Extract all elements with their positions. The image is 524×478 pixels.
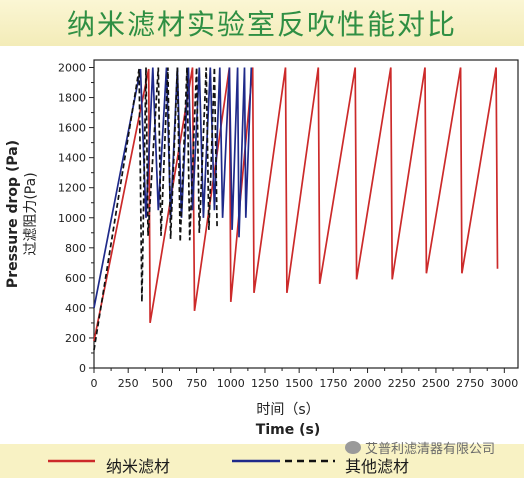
y-tick-label: 800 <box>65 242 86 255</box>
line-chart: 0 250 500 750 1000 1250 1500 1750 2000 2250 2500 27… <box>5 59 519 438</box>
plot-frame <box>93 59 519 369</box>
x-tick-label: 2500 <box>422 377 450 390</box>
watermark: 艾普利滤清器有限公司 <box>345 438 495 457</box>
y-tick-label: 1800 <box>58 92 86 105</box>
y-tick-label: 1600 <box>58 122 86 135</box>
x-tick-label: 2750 <box>456 377 484 390</box>
x-tick-label: 1750 <box>319 377 347 390</box>
x-tick-label: 1000 <box>217 377 245 390</box>
y-axis-title-en: Pressure drop (Pa) <box>5 140 21 288</box>
x-tick-label: 500 <box>152 377 173 390</box>
y-tick-label: 2000 <box>58 62 86 75</box>
watermark-text: 艾普利滤清器有限公司 <box>365 442 496 457</box>
x-axis-title-cn: 时间（s） <box>256 402 319 418</box>
x-tick-label: 250 <box>118 377 139 390</box>
x-tick-label: 2250 <box>388 377 416 390</box>
legend: 纳米滤材 其他滤材 <box>0 444 524 478</box>
x-tick-label: 1250 <box>251 377 279 390</box>
wechat-icon <box>345 441 361 454</box>
y-tick-label: 200 <box>65 332 86 345</box>
y-tick-label: 1000 <box>58 212 86 225</box>
legend-swatches <box>48 459 335 463</box>
series-line-2 <box>93 67 218 351</box>
series-line-1 <box>93 67 253 309</box>
title-bar: 纳米滤材实验室反吹性能对比 <box>0 0 524 46</box>
x-tick-label: 1500 <box>285 377 313 390</box>
x-tick-label: 3000 <box>490 377 518 390</box>
page-title: 纳米滤材实验室反吹性能对比 <box>66 8 457 41</box>
x-axis-title-en: Time (s) <box>256 422 320 438</box>
y-tick-label: 400 <box>65 302 86 315</box>
x-tick-label: 2000 <box>354 377 382 390</box>
x-tick-label: 0 <box>91 377 98 390</box>
y-tick-label: 1400 <box>58 152 86 165</box>
chart-panel: 0 250 500 750 1000 1250 1500 1750 2000 2250 2500 27… <box>0 46 524 444</box>
legend-label-nano: 纳米滤材 <box>106 457 171 476</box>
y-tick-label: 1200 <box>58 182 86 195</box>
y-tick-label: 600 <box>65 272 86 285</box>
legend-label-other: 其他滤材 <box>345 457 410 476</box>
x-tick-label: 750 <box>186 377 207 390</box>
y-axis-title-cn: 过滤阻力(Pa) <box>23 172 39 255</box>
y-tick-label: 0 <box>79 362 86 375</box>
series-line-0 <box>93 67 499 342</box>
